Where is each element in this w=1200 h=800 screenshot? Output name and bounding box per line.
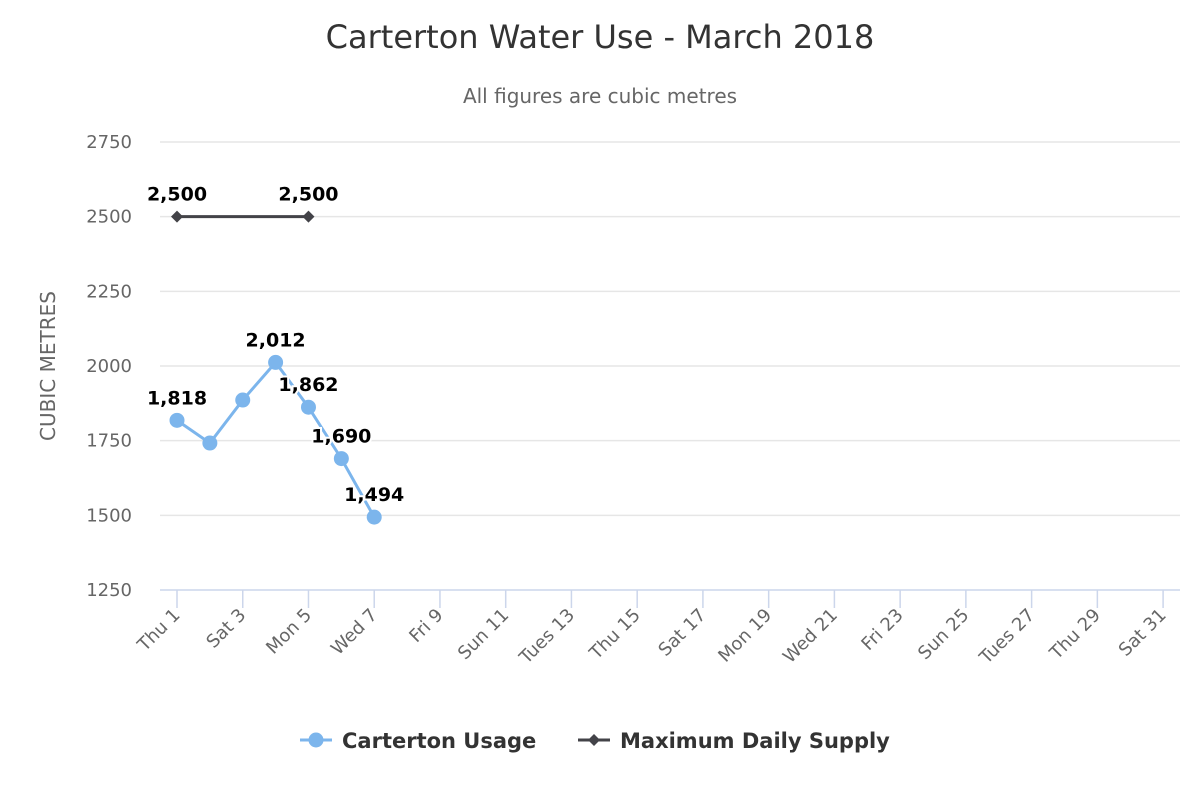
legend-label: Carterton Usage <box>342 729 536 753</box>
data-point <box>235 392 251 408</box>
chart-subtitle: All figures are cubic metres <box>463 84 737 108</box>
data-label: 1,494 <box>344 484 404 506</box>
data-point <box>333 451 349 467</box>
y-tick-label: 2750 <box>86 132 132 153</box>
data-label: 2,500 <box>147 184 207 206</box>
data-label: 1,818 <box>147 387 207 409</box>
x-tick-label: Mon 5 <box>262 605 316 659</box>
data-point <box>202 435 218 451</box>
legend-marker <box>308 732 324 748</box>
data-point <box>366 509 382 525</box>
legend-item[interactable]: Carterton Usage <box>300 729 536 753</box>
x-tick-label: Tues 13 <box>515 605 579 669</box>
y-tick-label: 2250 <box>86 281 132 302</box>
y-tick-label: 2000 <box>86 356 132 377</box>
x-tick-label: Mon 19 <box>714 605 776 667</box>
y-tick-label: 1250 <box>86 580 132 601</box>
data-point <box>268 354 284 370</box>
data-label: 2,500 <box>278 184 338 206</box>
x-tick-label: Thu 15 <box>585 605 645 665</box>
data-point <box>169 412 185 428</box>
legend-label: Maximum Daily Supply <box>620 729 890 753</box>
x-tick-label: Sat 3 <box>202 605 250 653</box>
data-point <box>171 210 183 223</box>
x-tick-label: Wed 7 <box>327 605 382 660</box>
x-tick-label: Tues 27 <box>975 605 1039 669</box>
chart-title: Carterton Water Use - March 2018 <box>326 18 875 56</box>
x-tick-label: Thu 1 <box>133 605 185 657</box>
x-tick-label: Sat 31 <box>1115 605 1171 661</box>
x-tick-label: Fri 9 <box>405 605 447 647</box>
y-axis-title: CUBIC METRES <box>36 291 60 441</box>
x-tick-label: Fri 23 <box>857 605 907 655</box>
data-point <box>302 210 315 223</box>
x-tick-label: Wed 21 <box>779 605 842 668</box>
legend-item[interactable]: Maximum Daily Supply <box>578 729 890 753</box>
y-tick-label: 2500 <box>86 207 132 228</box>
y-tick-label: 1500 <box>86 505 132 526</box>
x-tick-label: Sun 25 <box>914 605 973 664</box>
data-label: 2,012 <box>246 329 306 351</box>
data-label: 1,690 <box>311 426 371 448</box>
x-tick-label: Thu 29 <box>1045 605 1105 665</box>
data-label: 1,862 <box>278 374 338 396</box>
data-point <box>300 399 316 415</box>
legend-marker <box>588 734 600 746</box>
x-tick-label: Sun 11 <box>454 605 513 664</box>
y-tick-label: 1750 <box>86 431 132 452</box>
x-tick-label: Sat 17 <box>654 605 710 661</box>
